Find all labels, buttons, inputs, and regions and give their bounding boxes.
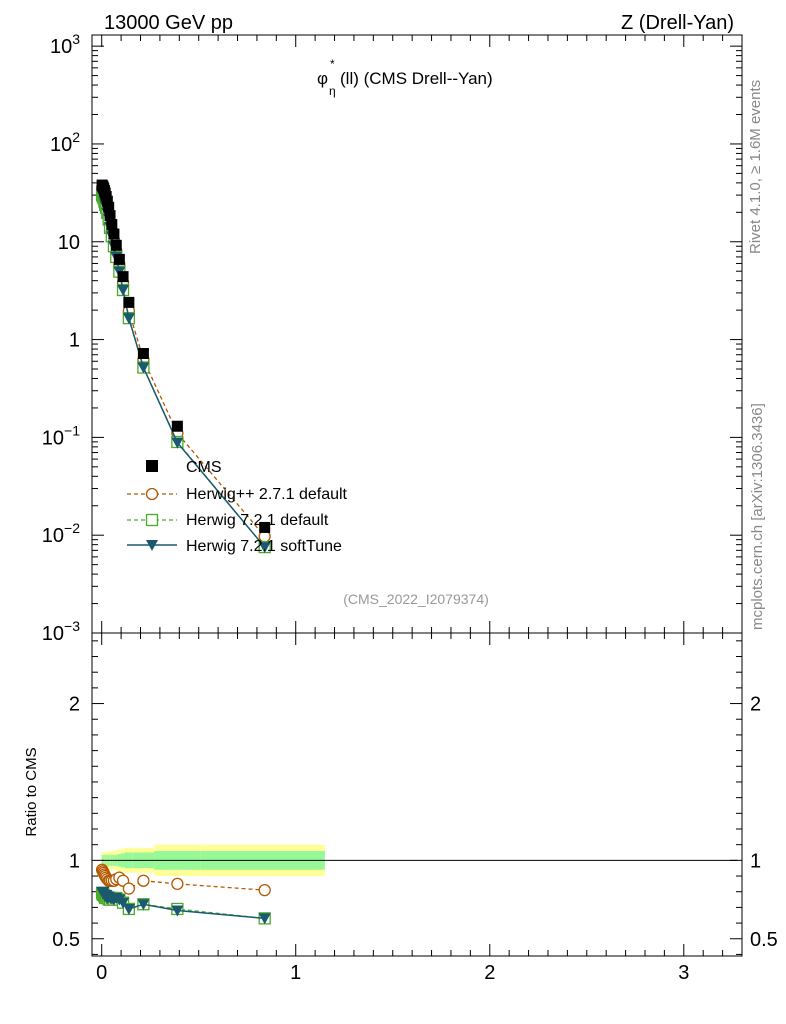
plot-title-text: (ll) (CMS Drell--Yan) xyxy=(340,69,493,88)
legend-item-herwigpp: Herwig++ 2.7.1 default xyxy=(127,486,348,503)
ratio-y-tick-label-right: 0.5 xyxy=(750,929,778,951)
main-series xyxy=(95,179,271,554)
main-line-herwigpp xyxy=(101,187,266,537)
main-y-tick-mantissa: 10 xyxy=(42,427,64,449)
main-point-cms xyxy=(101,195,113,207)
main-y-tick-label: 10−1 xyxy=(42,422,80,449)
ratio-point-herwigpp xyxy=(258,883,271,897)
main-y-tick-label: 10 xyxy=(58,232,80,254)
ratio-point-softtune xyxy=(137,899,150,911)
legend: CMS Herwig++ 2.7.1 default Herwig 7.2.1 … xyxy=(127,459,348,555)
main-point-cms xyxy=(103,201,115,213)
main-y-tick-mantissa: 10 xyxy=(42,623,64,645)
main-y-tick-mantissa: 10 xyxy=(58,232,80,254)
x-tick-label: 0 xyxy=(96,962,107,984)
legend-label-herwig721: Herwig 7.2.1 default xyxy=(186,512,329,529)
legend-item-cms: CMS xyxy=(146,459,222,476)
ratio-y-tick-label-right: 2 xyxy=(750,694,761,716)
ratio-y-tick-label-right: 1 xyxy=(750,850,761,872)
ratio-point-herwigpp xyxy=(122,882,136,895)
main-point-cms xyxy=(171,420,183,432)
ratio-point-softtune xyxy=(171,905,184,917)
plot-title-symbol: φ xyxy=(317,69,328,88)
ratio-panel: 2 2 1 1 0.5 0.5 xyxy=(52,632,778,957)
main-point-cms xyxy=(137,348,149,360)
main-y-tick-exponent: −3 xyxy=(64,618,80,634)
main-point-cms xyxy=(106,219,118,231)
ratio-point-herwigpp xyxy=(171,877,184,891)
main-y-tick-label: 102 xyxy=(50,129,80,156)
mcplots-label: mcplots.cern.ch [arXiv:1306.3436] xyxy=(749,403,766,630)
legend-label-cms: CMS xyxy=(186,459,222,476)
main-y-tick-mantissa: 10 xyxy=(50,134,72,156)
main-y-tick-mantissa: 10 xyxy=(42,525,64,547)
main-point-softtune xyxy=(117,285,130,297)
main-point-cms xyxy=(113,253,125,265)
main-y-tick-exponent: 2 xyxy=(72,129,80,145)
main-point-cms xyxy=(123,296,135,308)
ratio-point-softtune xyxy=(258,913,271,925)
ratio-y-tick-label: 2 xyxy=(69,694,80,716)
legend-marker-cms xyxy=(146,460,158,472)
main-y-tick-exponent: 3 xyxy=(72,31,80,47)
legend-marker-herwig721 xyxy=(145,513,159,527)
x-tick-label: 1 xyxy=(290,962,301,984)
legend-marker-softtune xyxy=(146,540,158,551)
legend-item-softtune: Herwig 7.2.1 softTune xyxy=(127,538,342,555)
ratio-series xyxy=(95,863,271,925)
main-y-tick-mantissa: 10 xyxy=(50,36,72,58)
x-tick-label: 3 xyxy=(678,962,689,984)
main-y-tick-label: 10−3 xyxy=(42,618,80,645)
ratio-frame xyxy=(91,632,743,957)
main-y-tick-exponent: −1 xyxy=(64,422,80,438)
ratio-point-herwigpp xyxy=(137,874,150,887)
x-axis: 0 1 2 3 xyxy=(96,35,724,984)
main-point-softtune xyxy=(171,437,184,449)
main-y-tick-label: 103 xyxy=(50,31,80,58)
ratio-y-tick-label: 0.5 xyxy=(52,929,80,951)
main-point-softtune xyxy=(122,313,135,325)
analysis-id: (CMS_2022_I2079374) xyxy=(343,591,489,607)
ratio-y-axis-label: Ratio to CMS xyxy=(23,747,40,836)
header-right: Z (Drell-Yan) xyxy=(621,12,734,34)
main-y-tick-label: 10−2 xyxy=(42,520,80,547)
main-point-cms xyxy=(108,228,120,240)
main-point-softtune xyxy=(137,362,150,374)
main-point-softtune xyxy=(258,542,271,554)
main-y-tick-mantissa: 1 xyxy=(69,330,80,352)
main-y-tick-label: 1 xyxy=(69,330,80,352)
rivet-label: Rivet 4.1.0, ≥ 1.6M events xyxy=(747,80,764,254)
main-point-cms xyxy=(104,210,116,222)
legend-item-herwig721: Herwig 7.2.1 default xyxy=(127,512,329,529)
main-point-cms xyxy=(117,271,129,283)
ratio-point-softtune xyxy=(122,903,135,915)
x-tick-label: 2 xyxy=(484,962,495,984)
plot-title: φ * η (ll) (CMS Drell--Yan) xyxy=(317,57,493,98)
plot-title-subscript: η xyxy=(329,84,336,98)
plot-title-superscript: * xyxy=(330,57,335,71)
ratio-point-softtune xyxy=(117,897,130,909)
main-point-cms xyxy=(110,239,122,251)
legend-marker-herwigpp xyxy=(145,487,159,501)
main-y-tick-exponent: −2 xyxy=(64,520,80,536)
ratio-uncertainty-bands xyxy=(101,844,738,877)
ratio-y-tick-label: 1 xyxy=(69,850,80,872)
header-left: 13000 GeV pp xyxy=(104,12,233,34)
main-point-cms xyxy=(259,521,271,533)
ratio-y-axis: 2 2 1 1 0.5 0.5 xyxy=(52,640,778,955)
legend-label-softtune: Herwig 7.2.1 softTune xyxy=(186,538,342,555)
legend-label-herwigpp: Herwig++ 2.7.1 default xyxy=(186,486,348,503)
